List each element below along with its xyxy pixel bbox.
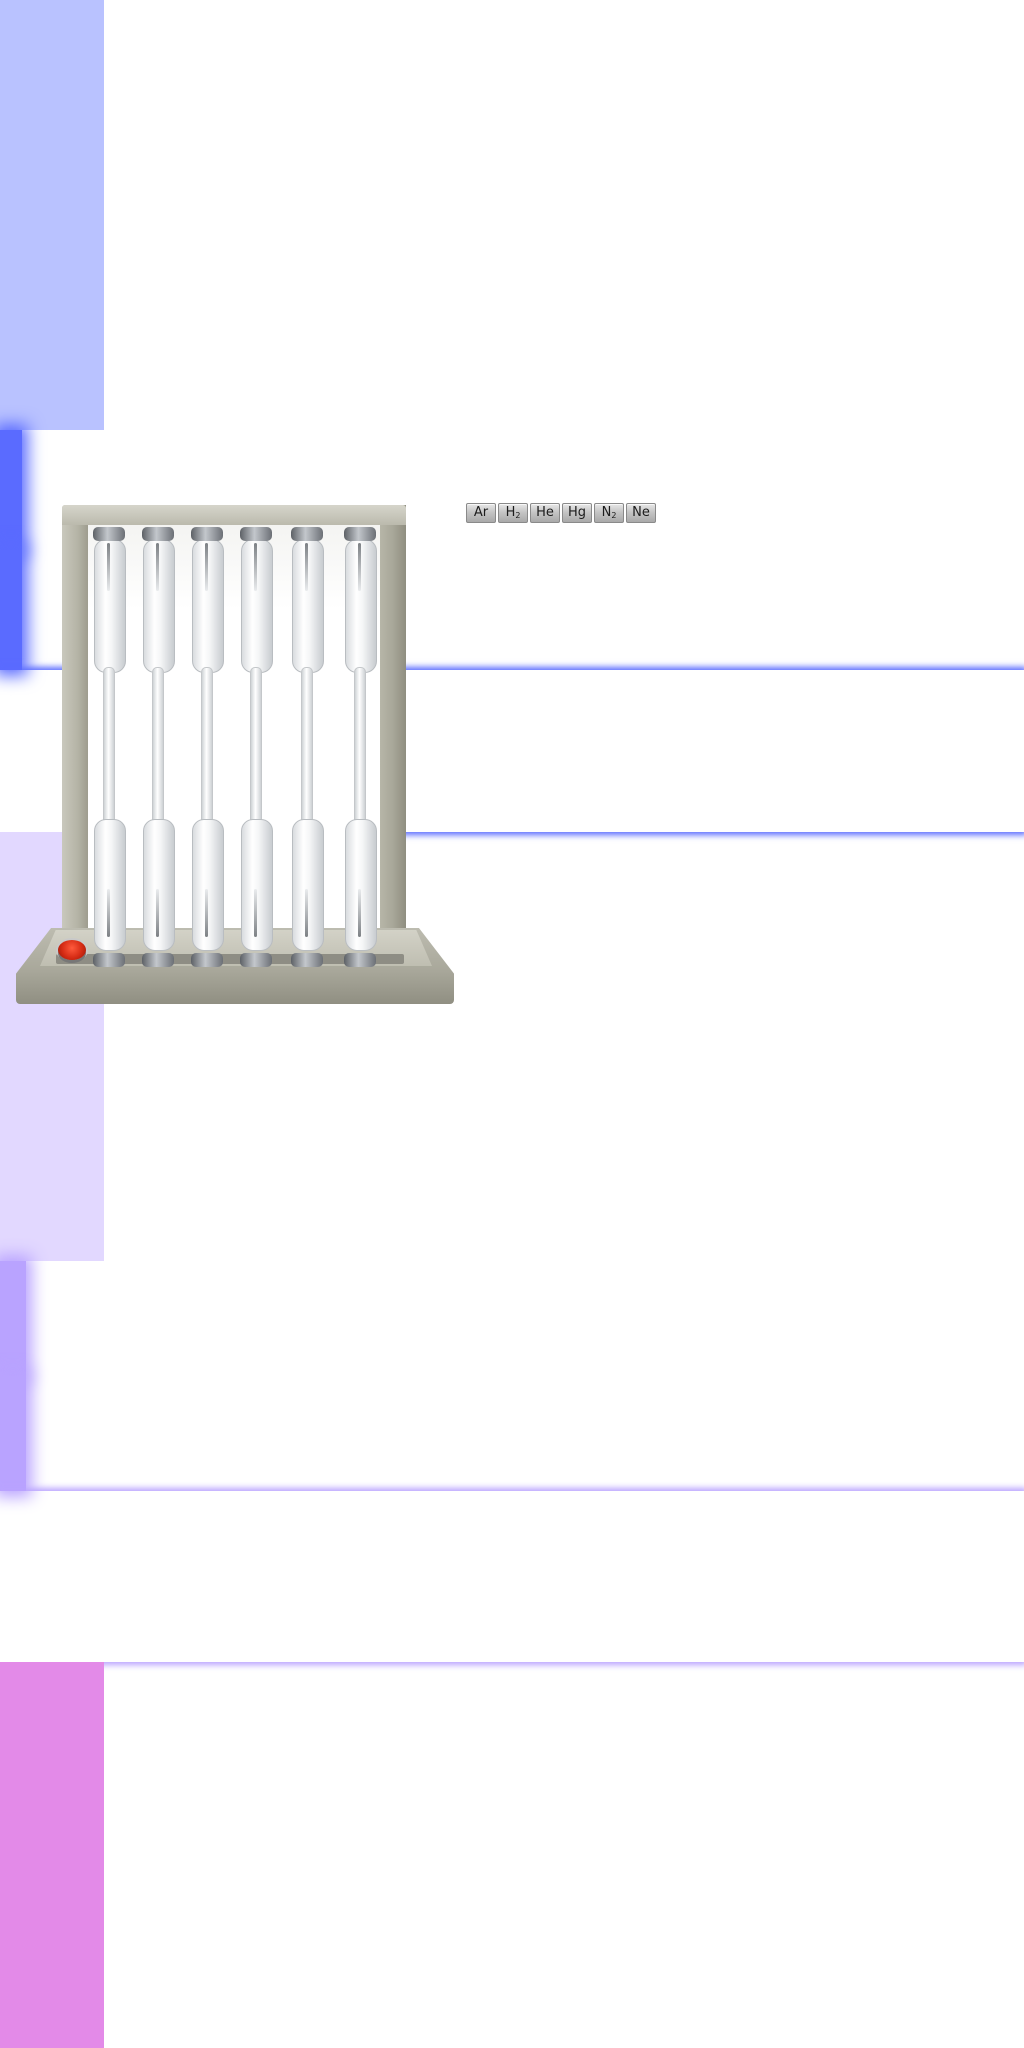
rack-tube-3[interactable] [189,527,225,967]
tube-upper-bulb [192,539,224,673]
tube-neck [250,667,262,825]
power-switch-button[interactable] [58,940,86,960]
tube-electrode-top [107,543,110,591]
tube-upper-bulb [143,539,175,673]
gas-button-he[interactable]: He [530,503,560,523]
tube-cap-top [291,527,323,541]
rack-backdrop [88,525,380,945]
tube-neck [201,667,213,825]
gas-button-ne[interactable]: Ne [626,503,656,523]
rack-frame-top [62,505,406,525]
tube-electrode-top [205,543,208,591]
gas-button-h2[interactable]: H2 [498,503,528,523]
tube-lower-bulb [143,819,175,951]
tube-cap-top [142,527,174,541]
tube-lower-bulb [292,819,324,951]
tube-neck [301,667,313,825]
tube-cap-bottom [93,953,125,967]
tube-cap-top [240,527,272,541]
tube-electrode-bottom [358,889,361,937]
tube-lower-glow [0,1376,26,1491]
rack-tube-2[interactable] [140,527,176,967]
tube-cap-bottom [142,953,174,967]
tube-electrode-bottom [156,889,159,937]
tube-electrode-bottom [305,889,308,937]
tube-upper-bulb [94,539,126,673]
rack-frame-right [380,505,406,950]
tube-glow-halo [0,1662,104,2048]
tube-cap-bottom [191,953,223,967]
tube-lower-bulb [241,819,273,951]
tube-capillary-glow [0,1491,1024,1662]
gas-button-n2[interactable]: N2 [594,503,624,523]
tube-electrode-bottom [205,889,208,937]
tube-cap-bottom [240,953,272,967]
tube-cap-bottom [291,953,323,967]
tube-upper-glow [0,1261,26,1376]
tube-electrode-bottom [107,889,110,937]
gas-button-ar[interactable]: Ar [466,503,496,523]
tube-neck [354,667,366,825]
rack-tube-4[interactable] [238,527,274,967]
rack-tube-1[interactable] [91,527,127,967]
tube-neck [152,667,164,825]
tube-upper-bulb [241,539,273,673]
tube-electrode-bottom [254,889,257,937]
tube-lower-bulb [94,819,126,951]
tube-cap-bottom [344,953,376,967]
tube-upper-bulb [292,539,324,673]
tube-rack [0,0,470,1024]
tube-lower-bulb [192,819,224,951]
gas-button-hg[interactable]: Hg [562,503,592,523]
tube-upper-bulb [345,539,377,673]
tube-cap-top [93,527,125,541]
gas-selector: Ar H2 He Hg N2 Ne [466,503,656,523]
tube-electrode-top [305,543,308,591]
rack-tube-6[interactable] [342,527,378,967]
rack-tube-5[interactable] [289,527,325,967]
tube-neck [103,667,115,825]
tube-cap-top [191,527,223,541]
tube-electrode-top [358,543,361,591]
rack-frame-left [62,505,88,950]
tube-electrode-top [254,543,257,591]
tube-lower-bulb [345,819,377,951]
tube-cap-top [344,527,376,541]
tube-electrode-top [156,543,159,591]
